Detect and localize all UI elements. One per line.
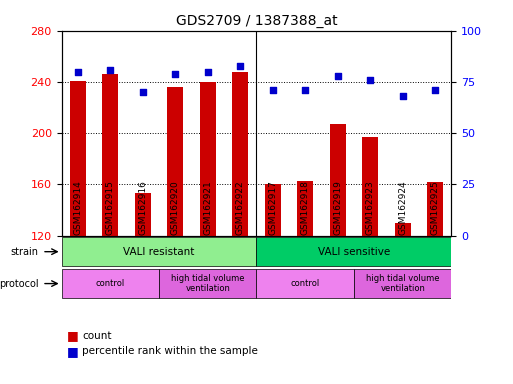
Point: [139, 89, 147, 95]
FancyBboxPatch shape: [256, 269, 354, 298]
Point: [236, 63, 244, 69]
Text: GSM162917: GSM162917: [268, 180, 277, 235]
Text: percentile rank within the sample: percentile rank within the sample: [82, 346, 258, 356]
Point: [333, 73, 342, 79]
Text: control: control: [95, 279, 125, 288]
Point: [399, 93, 407, 99]
Bar: [232, 72, 248, 236]
Text: GSM162918: GSM162918: [301, 180, 310, 235]
Bar: [362, 137, 378, 236]
Bar: [394, 223, 411, 236]
FancyBboxPatch shape: [256, 237, 451, 266]
Point: [366, 77, 374, 83]
Point: [269, 87, 277, 93]
Text: GSM162919: GSM162919: [333, 180, 342, 235]
Bar: [329, 124, 346, 236]
Bar: [265, 184, 281, 236]
Bar: [102, 74, 119, 236]
Text: high tidal volume
ventilation: high tidal volume ventilation: [366, 274, 440, 293]
Text: ■: ■: [67, 345, 78, 358]
Bar: [427, 182, 443, 236]
Text: protocol: protocol: [0, 278, 39, 288]
Text: GSM162922: GSM162922: [236, 180, 245, 235]
FancyBboxPatch shape: [354, 269, 451, 298]
Text: GSM162915: GSM162915: [106, 180, 115, 235]
Text: GSM162923: GSM162923: [366, 180, 374, 235]
Text: VALI sensitive: VALI sensitive: [318, 247, 390, 257]
Bar: [70, 81, 86, 236]
Point: [431, 87, 439, 93]
Text: control: control: [290, 279, 320, 288]
Text: GSM162920: GSM162920: [171, 180, 180, 235]
Text: strain: strain: [11, 247, 39, 257]
FancyBboxPatch shape: [62, 237, 256, 266]
Point: [74, 69, 82, 75]
FancyBboxPatch shape: [62, 269, 159, 298]
Bar: [134, 194, 151, 236]
Text: high tidal volume
ventilation: high tidal volume ventilation: [171, 274, 245, 293]
Point: [301, 87, 309, 93]
Text: ■: ■: [67, 329, 78, 343]
Bar: [200, 82, 216, 236]
Text: VALI resistant: VALI resistant: [123, 247, 195, 257]
Bar: [297, 180, 313, 236]
Text: GSM162925: GSM162925: [431, 180, 440, 235]
Point: [106, 66, 114, 73]
Bar: [167, 87, 183, 236]
Text: GSM162914: GSM162914: [73, 180, 82, 235]
Text: GSM162916: GSM162916: [139, 180, 147, 235]
Text: GSM162924: GSM162924: [398, 180, 407, 235]
Text: GSM162921: GSM162921: [203, 180, 212, 235]
Text: count: count: [82, 331, 112, 341]
Point: [204, 69, 212, 75]
FancyBboxPatch shape: [159, 269, 256, 298]
Title: GDS2709 / 1387388_at: GDS2709 / 1387388_at: [175, 14, 338, 28]
Point: [171, 71, 180, 77]
